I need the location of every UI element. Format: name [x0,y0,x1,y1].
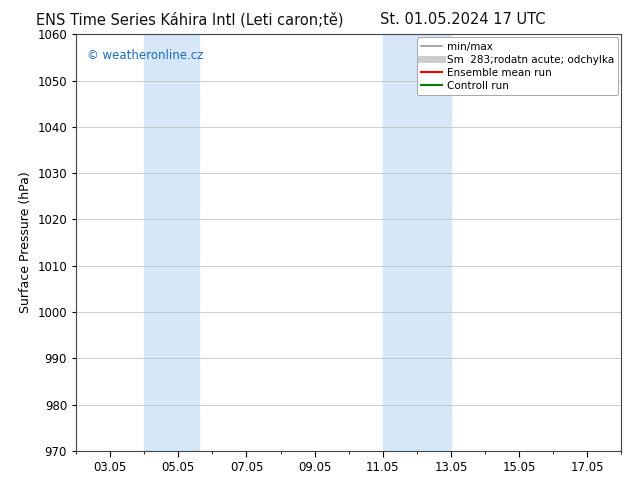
Legend: min/max, Sm  283;rodatn acute; odchylka, Ensemble mean run, Controll run: min/max, Sm 283;rodatn acute; odchylka, … [417,37,618,95]
Text: © weatheronline.cz: © weatheronline.cz [87,49,204,62]
Bar [383,34,451,451]
Text: ENS Time Series Káhira Intl (Leti caron;tě): ENS Time Series Káhira Intl (Leti caron;… [36,12,344,28]
Y-axis label: Surface Pressure (hPa): Surface Pressure (hPa) [19,172,32,314]
Text: St. 01.05.2024 17 UTC: St. 01.05.2024 17 UTC [380,12,546,27]
Bar [144,34,198,451]
